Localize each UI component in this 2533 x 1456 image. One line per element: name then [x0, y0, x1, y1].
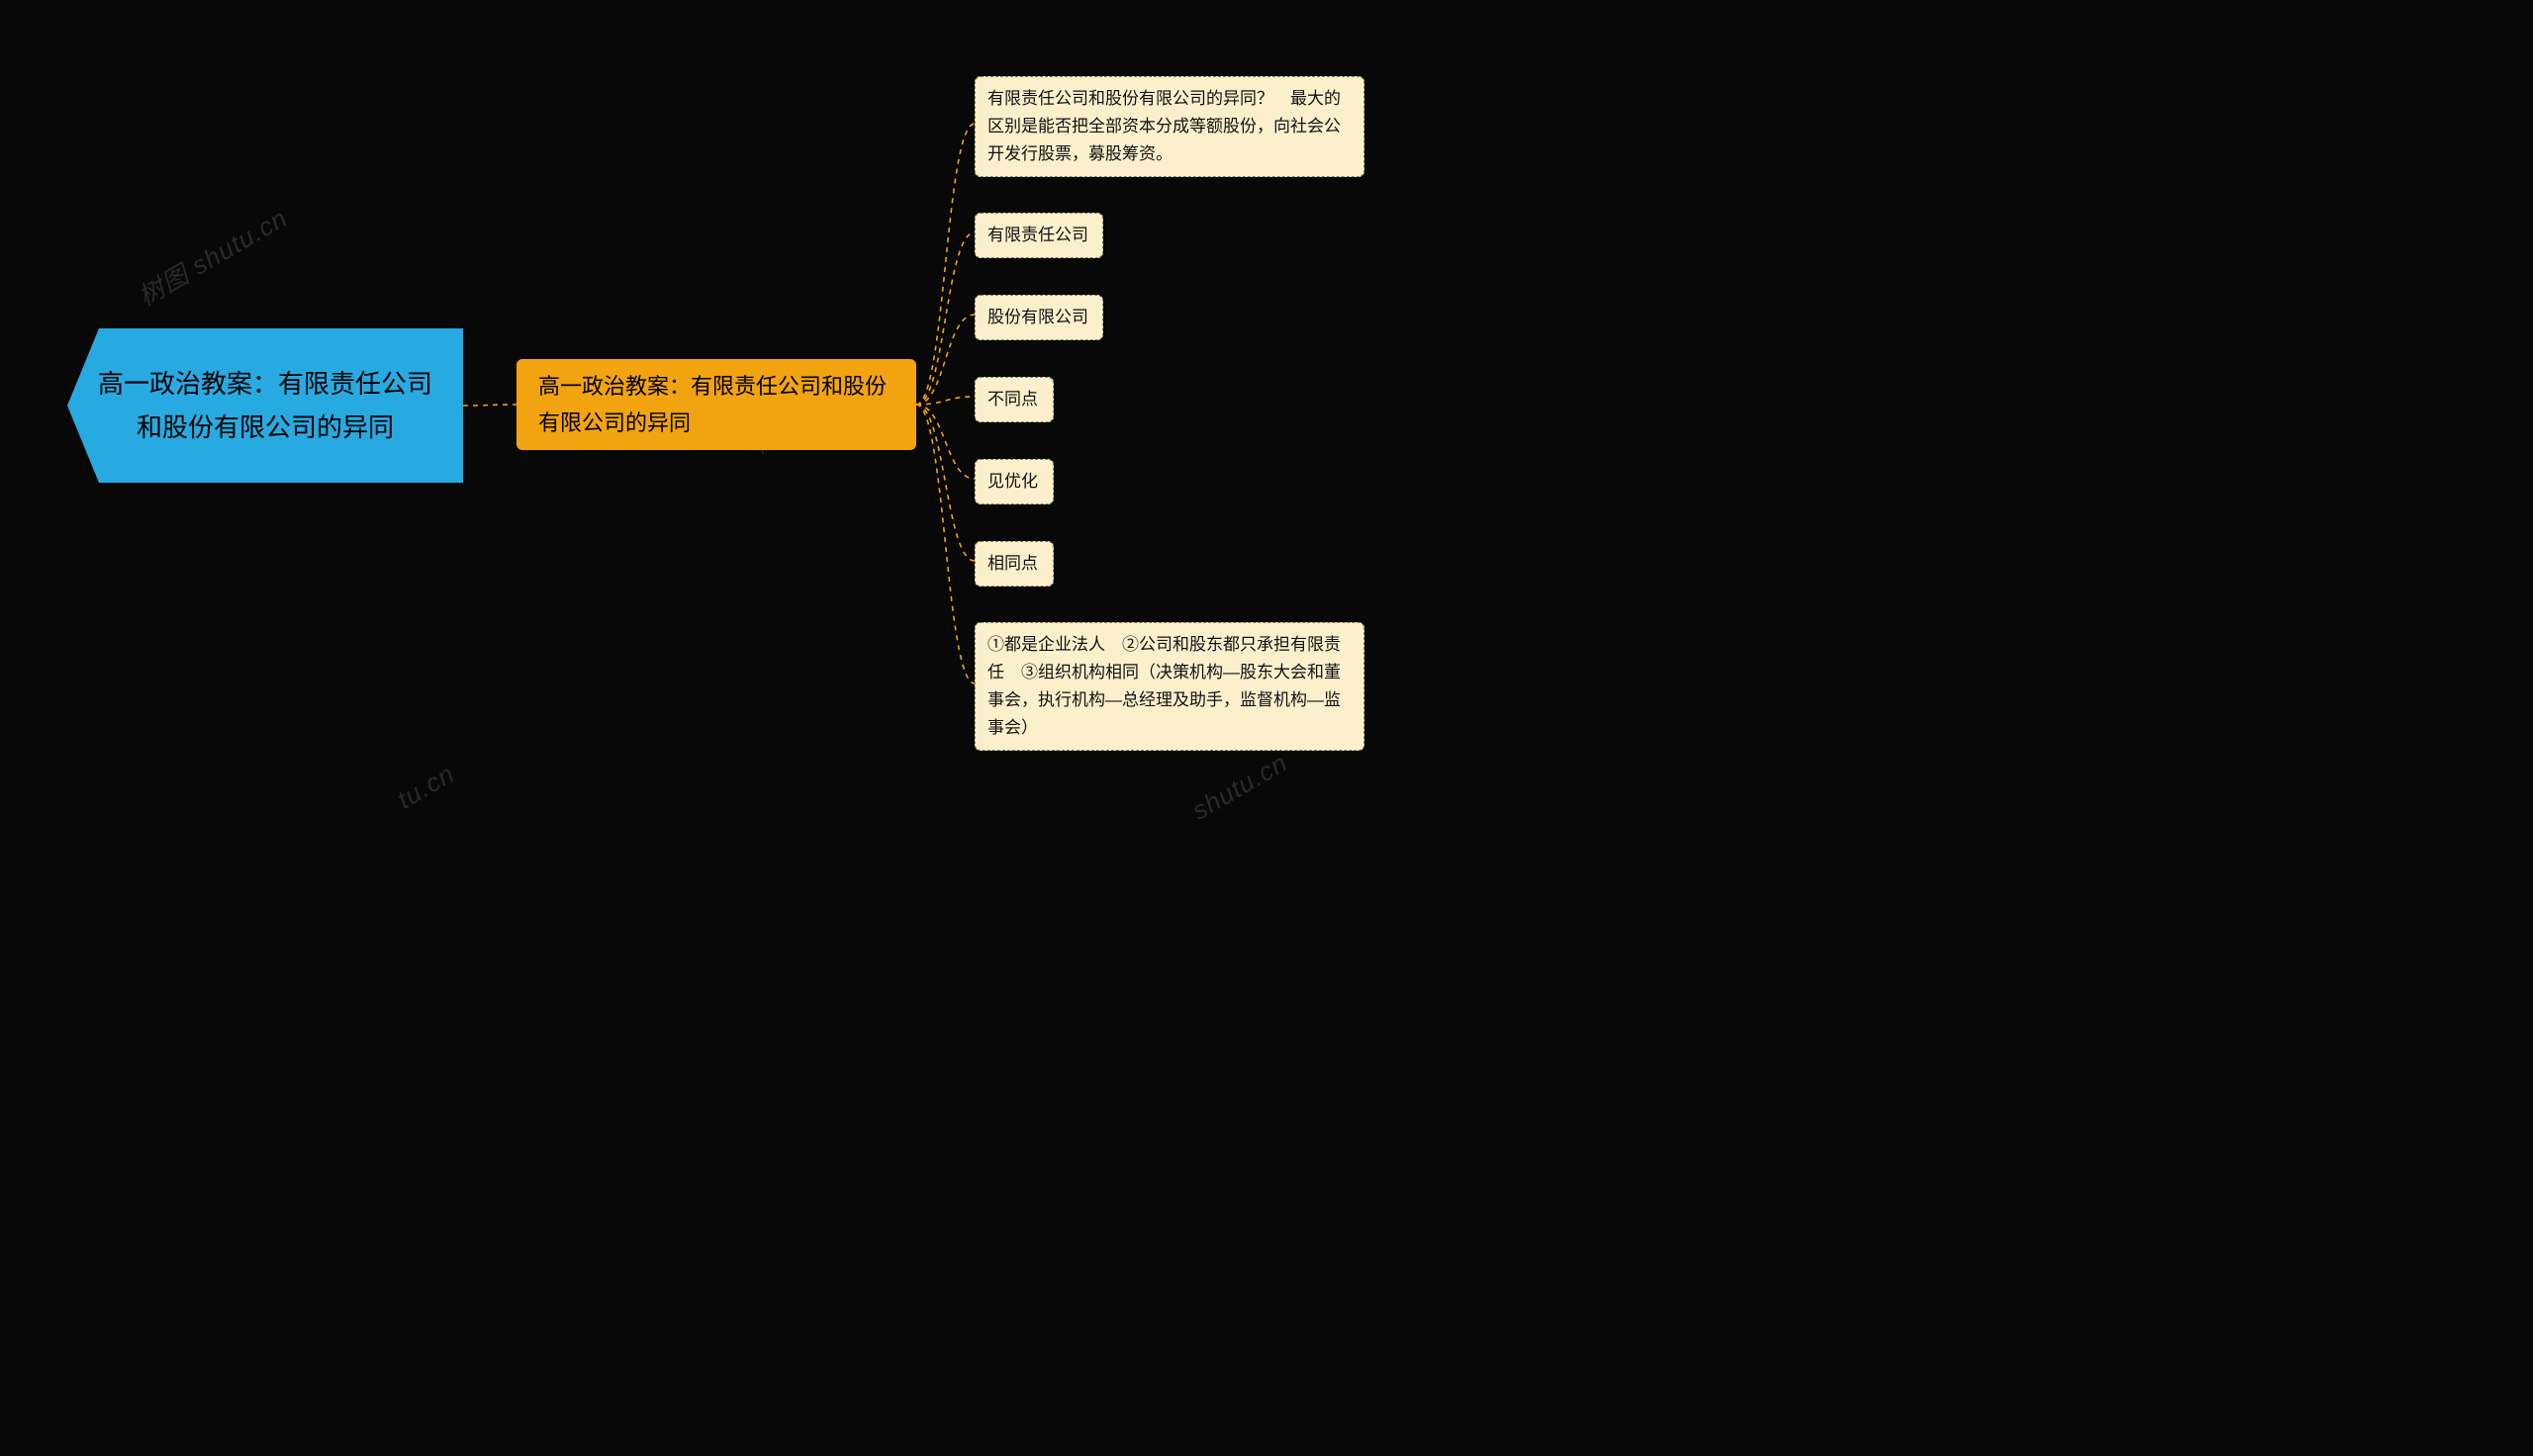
watermark-text: tu.cn [392, 759, 460, 816]
connector-edge [916, 405, 975, 683]
watermark-text: 树图 shutu.cn [131, 198, 293, 313]
leaf-node-label: 有限责任公司 [987, 226, 1088, 244]
child-node[interactable]: 高一政治教案：有限责任公司和股份有限公司的异同 [516, 359, 916, 450]
leaf-node[interactable]: 有限责任公司和股份有限公司的异同？ 最大的区别是能否把全部资本分成等额股份，向社… [975, 76, 1364, 177]
leaf-node[interactable]: 有限责任公司 [975, 213, 1103, 258]
leaf-node[interactable]: 相同点 [975, 541, 1054, 587]
connector-edge [916, 232, 975, 405]
connector-edge [916, 405, 975, 479]
connector-edge [916, 315, 975, 405]
leaf-node-label: 见优化 [987, 472, 1038, 491]
connector-edge [463, 405, 516, 406]
leaf-node-label: 相同点 [987, 554, 1038, 573]
watermark-text: shutu.cn [1186, 748, 1293, 827]
mindmap-canvas: 树图 shutu.cn树图 shutu.cnshutu.cnshutu.cntu… [0, 0, 1520, 873]
root-node[interactable]: 高一政治教案：有限责任公司和股份有限公司的异同 [67, 328, 463, 483]
connector-edge [916, 405, 975, 561]
connector-edge [916, 397, 975, 405]
leaf-node-label: 股份有限公司 [987, 308, 1088, 326]
leaf-node[interactable]: ①都是企业法人 ②公司和股东都只承担有限责任 ③组织机构相同（决策机构—股东大会… [975, 622, 1364, 751]
connector-edge [916, 124, 975, 405]
leaf-node-label: 有限责任公司和股份有限公司的异同？ 最大的区别是能否把全部资本分成等额股份，向社… [987, 89, 1341, 163]
leaf-node[interactable]: 见优化 [975, 459, 1054, 504]
leaf-node-label: ①都是企业法人 ②公司和股东都只承担有限责任 ③组织机构相同（决策机构—股东大会… [987, 635, 1341, 737]
leaf-node[interactable]: 股份有限公司 [975, 295, 1103, 340]
leaf-node-label: 不同点 [987, 390, 1038, 409]
child-node-label: 高一政治教案：有限责任公司和股份有限公司的异同 [538, 368, 894, 442]
root-node-label: 高一政治教案：有限责任公司和股份有限公司的异同 [95, 362, 435, 449]
leaf-node[interactable]: 不同点 [975, 377, 1054, 422]
